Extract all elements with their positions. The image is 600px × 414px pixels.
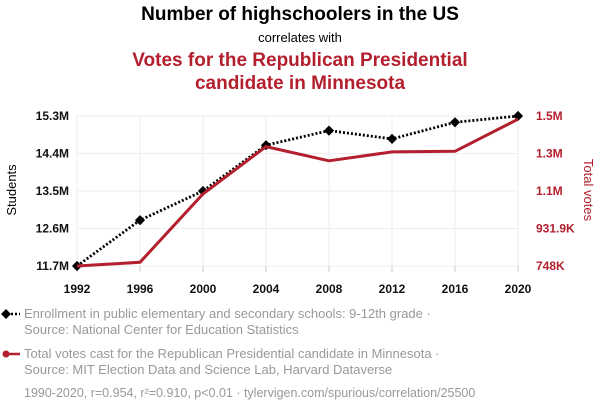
y-left-tick-label: 13.5M — [36, 184, 69, 198]
chart-subtitle-line1: Votes for the Republican Presidential — [132, 50, 467, 71]
legend-label-series1-line1: Enrollment in public elementary and seco… — [24, 306, 431, 321]
y-right-tick-label: 1.5M — [536, 109, 563, 123]
legend-item-series1: Enrollment in public elementary and seco… — [1, 306, 431, 337]
legend-label-series2-line2: Source: MIT Election Data and Science La… — [24, 362, 392, 377]
footer-stats: 1990-2020, r=0.954, r²=0.910, p<0.01 · t… — [24, 386, 475, 400]
x-tick-label: 2012 — [379, 282, 406, 296]
y-right-tick-label: 748K — [536, 259, 565, 273]
y-left-tick-label: 14.4M — [36, 147, 69, 161]
chart-subtitle-line2: candidate in Minnesota — [195, 73, 406, 94]
x-tick-label: 2016 — [442, 282, 469, 296]
x-tick-label: 1996 — [127, 282, 154, 296]
legend-label-series2-line1: Total votes cast for the Republican Pres… — [24, 346, 440, 361]
x-tick-label: 2020 — [505, 282, 532, 296]
legend-marker-series2 — [2, 350, 10, 358]
legend-label-series1-line2: Source: National Center for Education St… — [24, 322, 299, 337]
y-left-tick-label: 11.7M — [36, 259, 69, 273]
y-right-axis-label: Total votes — [581, 159, 596, 222]
legend-item-series2: Total votes cast for the Republican Pres… — [2, 346, 440, 377]
chart-connector: correlates with — [258, 30, 342, 45]
y-left-axis-label: Students — [4, 164, 19, 216]
x-tick-label: 1992 — [64, 282, 91, 296]
grid — [76, 115, 519, 272]
y-left-tick-label: 12.6M — [36, 222, 69, 236]
x-tick-label: 2000 — [190, 282, 217, 296]
y-right-tick-label: 1.3M — [536, 147, 563, 161]
tick-labels: 11.7M 748K 12.6M 931.9K 13.5M 1.1M 14.4M 1.3M 15… — [36, 109, 575, 296]
y-right-tick-label: 1.1M — [536, 184, 563, 198]
x-tick-label: 2004 — [253, 282, 280, 296]
legend: Enrollment in public elementary and seco… — [1, 306, 440, 377]
series-1-point — [386, 133, 398, 144]
y-left-tick-label: 15.3M — [36, 109, 69, 123]
series-1-point — [449, 117, 461, 128]
y-right-tick-label: 931.9K — [536, 222, 575, 236]
series-1-point — [323, 125, 335, 136]
series-1-point — [134, 215, 146, 226]
series-line-1 — [76, 114, 519, 268]
x-tick-label: 2008 — [316, 282, 343, 296]
series-line-2 — [76, 117, 519, 268]
legend-marker-series1 — [1, 309, 11, 319]
chart-title: Number of highschoolers in the US — [141, 4, 459, 25]
